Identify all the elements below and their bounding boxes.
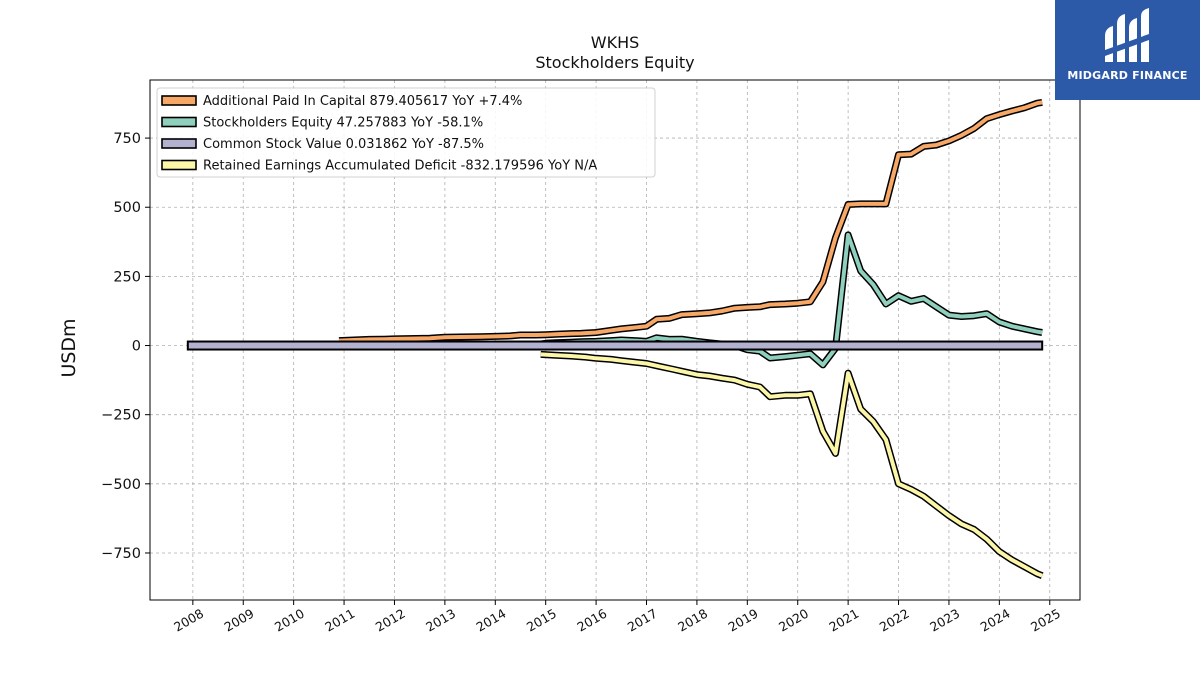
x-tick-label: 2024 [978, 606, 1013, 635]
x-tick-label: 2016 [574, 606, 609, 635]
legend-swatch [161, 95, 197, 106]
y-tick-label: 750 [113, 131, 141, 147]
series-retained-earnings-accumulated-deficit [540, 350, 1044, 579]
x-tick-label: 2014 [474, 606, 509, 635]
legend-entry: Stockholders Equity 47.257883 YoY -58.1% [203, 116, 483, 131]
x-tick-label: 2009 [221, 606, 256, 635]
legend-entry: Common Stock Value 0.031862 YoY -87.5% [203, 137, 484, 152]
y-tick-label: −500 [101, 477, 141, 493]
x-tick-label: 2012 [373, 606, 408, 635]
x-tick-label: 2020 [776, 606, 811, 635]
legend-box [156, 87, 656, 178]
legend-swatch [161, 116, 197, 128]
legend-entry: Additional Paid In Capital 879.405617 Yo… [203, 94, 522, 109]
series-outline [540, 350, 1044, 579]
x-tick-label: 2011 [322, 606, 357, 635]
brand-logo: MIDGARD FINANCE [1055, 0, 1200, 100]
series-line [540, 352, 1043, 578]
axes: 2008 2009 2010 2011 2012 2013 2014 2015 2016 2017… [101, 131, 1063, 634]
brand-name: MIDGARD FINANCE [1067, 69, 1188, 82]
x-tick-label: 2019 [726, 606, 761, 635]
x-tick-label: 2015 [524, 606, 559, 635]
y-tick-label: 250 [113, 269, 141, 285]
legend-swatch [161, 138, 197, 149]
x-tick-label: 2010 [272, 606, 307, 635]
chart-title: WKHS [590, 33, 640, 52]
y-tick-label: −250 [101, 408, 141, 424]
chart-subtitle: Stockholders Equity [535, 53, 695, 72]
legend-swatch [161, 159, 197, 171]
y-tick-label: −750 [101, 546, 141, 562]
series-common-stock-value [186, 340, 1044, 351]
x-tick-label: 2018 [675, 606, 710, 635]
series-layer [186, 98, 1044, 579]
series-line [338, 100, 1043, 343]
legend-entry: Retained Earnings Accumulated Deficit -8… [203, 159, 597, 174]
y-tick-label: 500 [113, 200, 141, 216]
x-tick-label: 2022 [877, 606, 912, 635]
x-tick-label: 2017 [625, 606, 660, 635]
x-tick-label: 2023 [927, 606, 962, 635]
x-tick-label: 2008 [171, 606, 206, 635]
legend: Additional Paid In Capital 879.405617 Yo… [156, 87, 656, 178]
series-additional-paid-in-capital [338, 98, 1043, 345]
midgard-logo-icon [1105, 8, 1149, 62]
x-tick-label: 2025 [1028, 606, 1063, 635]
x-tick-label: 2013 [423, 606, 458, 635]
x-tick-label: 2021 [826, 606, 861, 635]
y-tick-label: 0 [132, 339, 141, 355]
plot-frame [149, 79, 1081, 601]
y-axis-label: USDm [58, 318, 80, 378]
